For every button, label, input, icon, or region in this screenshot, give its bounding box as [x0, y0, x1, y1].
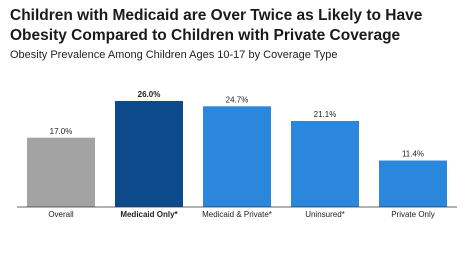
x-tick-label: Medicaid & Private* — [202, 210, 272, 219]
value-label: 24.7% — [226, 95, 249, 104]
value-label: 11.4% — [402, 150, 424, 159]
x-tick-label: Uninsured* — [305, 210, 345, 219]
x-tick-label: Medicaid Only* — [120, 210, 178, 219]
chart-subtitle: Obesity Prevalence Among Children Ages 1… — [10, 49, 338, 61]
bar — [115, 101, 183, 207]
value-label: 26.0% — [138, 90, 161, 99]
bar — [27, 137, 95, 207]
value-label: 17.0% — [50, 127, 73, 136]
bar — [379, 160, 447, 207]
bar — [203, 106, 271, 207]
x-tick-label: Private Only — [391, 210, 435, 219]
bar — [291, 120, 359, 207]
x-tick-label: Overall — [48, 210, 74, 219]
chart-title: Children with Medicaid are Over Twice as… — [10, 7, 423, 44]
value-label: 21.1% — [314, 110, 337, 119]
